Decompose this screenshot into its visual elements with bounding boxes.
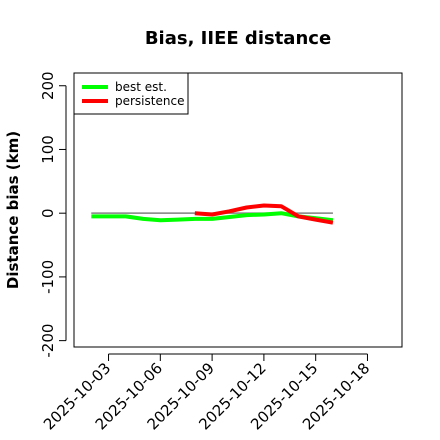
series-line-1 xyxy=(194,203,334,225)
legend: best est.persistence xyxy=(73,72,189,115)
y-tick-label: 100 xyxy=(39,135,57,164)
chart-title: Bias, IIEE distance xyxy=(145,28,331,49)
y-tick-label: -200 xyxy=(39,324,57,358)
y-tick-label: -100 xyxy=(39,260,57,294)
y-tick-label: 200 xyxy=(39,71,57,100)
series-layer xyxy=(91,203,334,225)
legend-box xyxy=(73,72,189,115)
series-line-0 xyxy=(91,211,334,223)
plot-frame xyxy=(73,72,403,348)
y-axis-title: Distance bias (km) xyxy=(4,131,22,289)
x-axis: 2025-10-032025-10-062025-10-092025-10-12… xyxy=(40,353,373,433)
y-tick-label: 0 xyxy=(39,208,57,218)
y-axis: -200 -100 0 100 200 xyxy=(39,71,67,358)
legend-label-1: persistence xyxy=(115,94,184,108)
legend-label-0: best est. xyxy=(115,80,167,94)
